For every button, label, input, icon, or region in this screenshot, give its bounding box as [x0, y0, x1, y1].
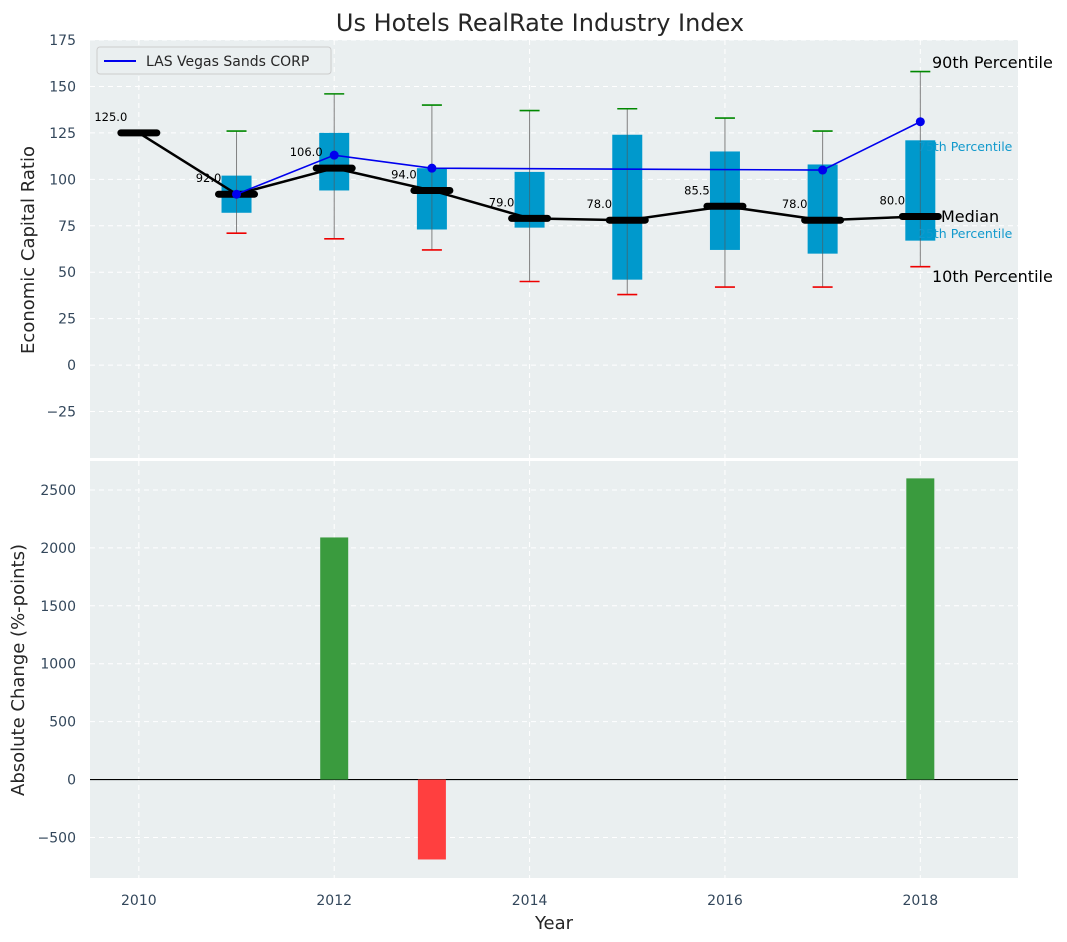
- percentile-annotations: 90th Percentile 75th Percentile Median 2…: [918, 53, 1053, 286]
- change-bar: [417, 779, 446, 860]
- top-y-tick-label: 75: [58, 219, 76, 235]
- bottom-y-tick-label: 2000: [40, 541, 76, 557]
- bottom-y-tick-label: −500: [38, 830, 76, 846]
- top-y-tick-label: 125: [49, 126, 76, 142]
- x-tick-label: 2012: [316, 893, 352, 909]
- x-axis-label: Year: [534, 913, 574, 934]
- bottom-y-tick-label: 1000: [40, 657, 76, 673]
- bottom-plot-area: [90, 461, 1018, 878]
- top-grid: [90, 39, 1018, 458]
- company-point: [232, 189, 242, 199]
- median-value-label: 92.0: [196, 171, 222, 185]
- top-y-tick-label: 50: [58, 265, 76, 281]
- top-y-tick-label: 100: [49, 172, 76, 188]
- annotation-p25: 25th Percentile: [918, 226, 1013, 241]
- bottom-y-tick-label: 500: [49, 715, 76, 731]
- annotation-median: Median: [941, 207, 999, 226]
- legend-label: LAS Vegas Sands CORP: [146, 54, 309, 70]
- top-marks: 125.0 92.0 106.0 94.0 79.0 78.0 85.5 78.0 80.0: [94, 70, 942, 296]
- median-value-label: 106.0: [290, 145, 323, 159]
- top-y-tick-label: 25: [58, 312, 76, 328]
- company-point: [329, 150, 339, 160]
- x-tick-label: 2014: [512, 893, 548, 909]
- chart-title: Us Hotels RealRate Industry Index: [336, 9, 744, 37]
- top-y-tick-label: −25: [46, 405, 76, 421]
- bottom-marks: [90, 478, 1018, 860]
- company-point: [915, 117, 925, 127]
- top-y-tick-label: 175: [49, 33, 76, 49]
- annotation-p10: 10th Percentile: [932, 267, 1053, 286]
- bottom-y-tick-label: 2500: [40, 483, 76, 499]
- bottom-y-axis-label: Absolute Change (%-points): [8, 544, 29, 796]
- top-plot-area: [90, 40, 1018, 458]
- company-point: [427, 163, 437, 173]
- company-point: [818, 165, 828, 175]
- x-tick-label: 2018: [902, 893, 938, 909]
- change-bar: [320, 537, 349, 780]
- legend-box: [96, 46, 332, 75]
- x-tick-label: 2010: [121, 893, 157, 909]
- top-y-tick-label: 0: [67, 358, 76, 374]
- annotation-p75: 75th Percentile: [918, 139, 1013, 154]
- median-value-label: 85.5: [684, 183, 710, 197]
- x-tick-label: 2016: [707, 893, 743, 909]
- change-bar: [906, 478, 935, 780]
- annotation-p90: 90th Percentile: [932, 53, 1053, 72]
- median-value-label: 94.0: [391, 167, 417, 181]
- median-value-label: 78.0: [586, 197, 612, 211]
- median-value-label: 125.0: [94, 110, 127, 124]
- median-value-label: 80.0: [880, 193, 906, 207]
- median-value-label: 78.0: [782, 197, 808, 211]
- top-y-axis-label: Economic Capital Ratio: [18, 146, 39, 354]
- top-y-tick-label: 150: [49, 79, 76, 95]
- axes-text: −25 0 25 50 75 100 125 150 175 −500 0 500 1000 1500 20…: [38, 33, 939, 909]
- bottom-y-tick-label: 0: [67, 773, 76, 789]
- legend: LAS Vegas Sands CORP: [96, 46, 332, 75]
- median-value-label: 79.0: [489, 195, 515, 209]
- bottom-y-tick-label: 1500: [40, 599, 76, 615]
